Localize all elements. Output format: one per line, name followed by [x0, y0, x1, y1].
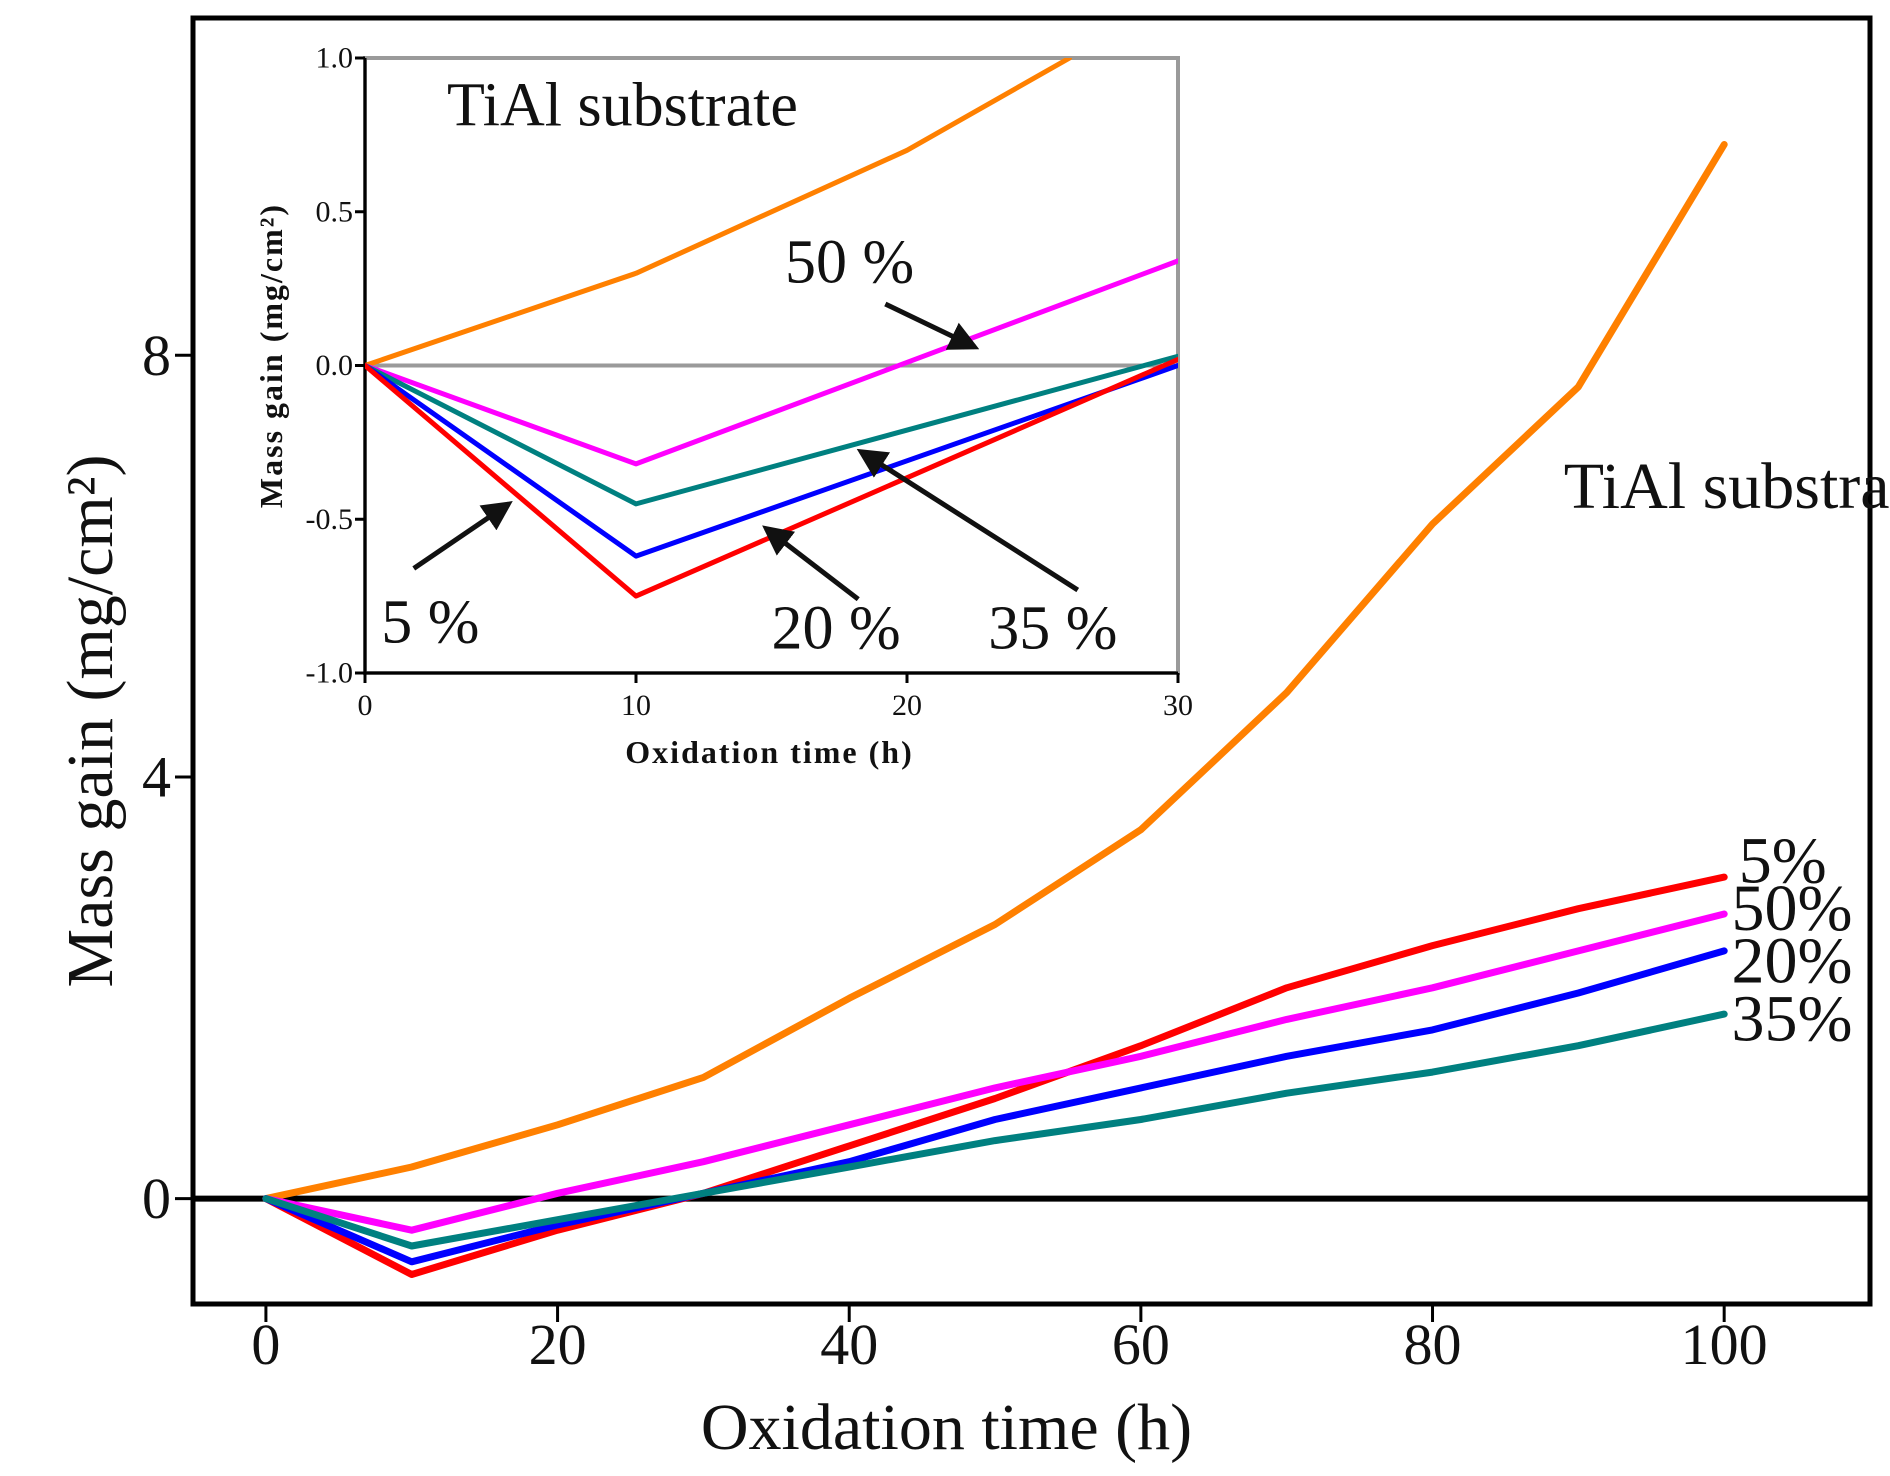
main-y-axis-label: Mass gain (mg/cm²) [54, 454, 127, 987]
inset-series-35-pct [365, 353, 1178, 507]
main-x-axis-label: Oxidation time (h) [701, 1391, 1192, 1464]
inset-annotation-35-pct: 35 % [988, 594, 1117, 662]
inset-arrow-35-pct [856, 448, 1080, 593]
main-annotation-50pct: 50% [1731, 872, 1852, 945]
main-series-35pct [262, 1010, 1728, 1250]
main-x-tick-label: 80 [1404, 1312, 1462, 1377]
main-annotation-tial-substrate: TiAl substrate [1564, 450, 1890, 523]
inset-annotation-20-pct: 20 % [772, 594, 901, 662]
inset-y-tick-label: 0.0 [316, 349, 354, 382]
inset-series-50-pct [365, 258, 1178, 467]
main-y-tick-label: 0 [142, 1166, 171, 1231]
main-x-tick-label: 100 [1681, 1312, 1768, 1377]
inset-arrow-20-pct [762, 525, 860, 602]
inset-annotation-50-pct: 50 % [785, 228, 914, 296]
inset-y-tick-label: -1.0 [306, 657, 354, 690]
inset-annotation-5-pct: 5 % [381, 588, 479, 656]
inset-x-tick-label: 0 [358, 689, 373, 722]
inset-series-tial-substrate [365, 58, 1073, 368]
inset-x-tick-label: 20 [892, 689, 922, 722]
inset-y-tick-label: -0.5 [306, 503, 354, 536]
inset-arrow-50-pct [884, 301, 980, 350]
inset-x-axis-label: Oxidation time (h) [625, 734, 913, 770]
inset-annotation-tial-substrate: TiAl substrate [447, 72, 798, 140]
main-series-tial-substrate [262, 141, 1728, 1203]
inset-y-axis-label: Mass gain (mg/cm²) [253, 203, 289, 508]
inset-arrow-5-pct [412, 501, 513, 571]
main-annotation-35pct: 35% [1731, 982, 1852, 1055]
main-series-5pct [262, 873, 1728, 1278]
main-x-tick-label: 40 [820, 1312, 878, 1377]
inset-series-5-pct [365, 356, 1178, 599]
inset-y-tick-label: 1.0 [316, 42, 354, 75]
main-annotation-20pct: 20% [1731, 925, 1852, 998]
main-series-50pct [262, 910, 1728, 1234]
inset-chart: 0 10 20 30 -1.0 -0.5 0.0 0.5 1.0 Oxidation time (… [253, 42, 1193, 771]
inset-y-tick-label: 0.5 [316, 195, 354, 228]
main-x-tick-label: 0 [251, 1312, 280, 1377]
main-series-20pct [262, 947, 1728, 1266]
main-y-tick-label: 8 [142, 323, 171, 388]
main-x-tick-label: 20 [529, 1312, 587, 1377]
inset-x-tick-label: 10 [621, 689, 651, 722]
main-x-tick-label: 60 [1112, 1312, 1170, 1377]
inset-series-20-pct [365, 363, 1178, 559]
inset-x-tick-label: 30 [1163, 689, 1193, 722]
main-annotation-5pct: 5% [1739, 824, 1827, 897]
main-y-tick-label: 4 [142, 744, 171, 809]
